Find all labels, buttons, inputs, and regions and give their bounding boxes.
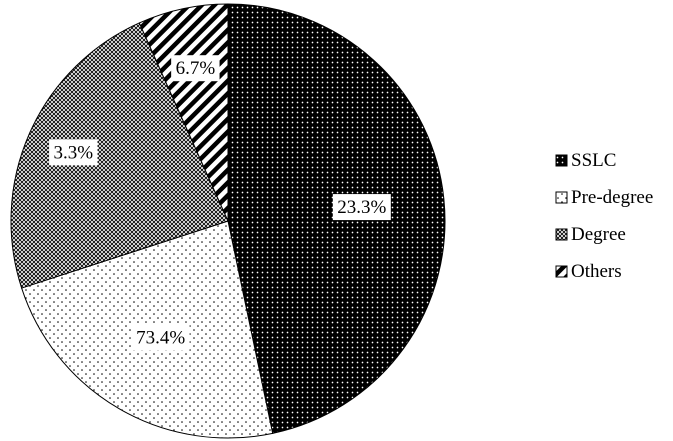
legend-swatch-pre-degree <box>555 191 568 204</box>
legend-label: Others <box>571 261 622 282</box>
legend-label: SSLC <box>571 150 616 171</box>
legend-label: Degree <box>571 224 626 245</box>
data-label-box <box>171 55 220 82</box>
data-label-box <box>49 139 98 166</box>
data-label: 73.4% <box>136 327 185 348</box>
data-label: 6.7% <box>176 58 216 79</box>
chart-legend: SSLC Pre-degree Degree Others <box>555 150 653 282</box>
data-label: 23.3% <box>337 197 386 218</box>
legend-swatch-degree <box>555 228 568 241</box>
data-label: 3.3% <box>54 142 94 163</box>
pie-slice-degree <box>10 22 229 289</box>
legend-label: Pre-degree <box>571 187 653 208</box>
legend-swatch-others <box>555 265 568 278</box>
data-label-box <box>332 194 391 221</box>
legend-swatch-sslc <box>555 154 568 167</box>
data-label-box <box>131 324 190 351</box>
